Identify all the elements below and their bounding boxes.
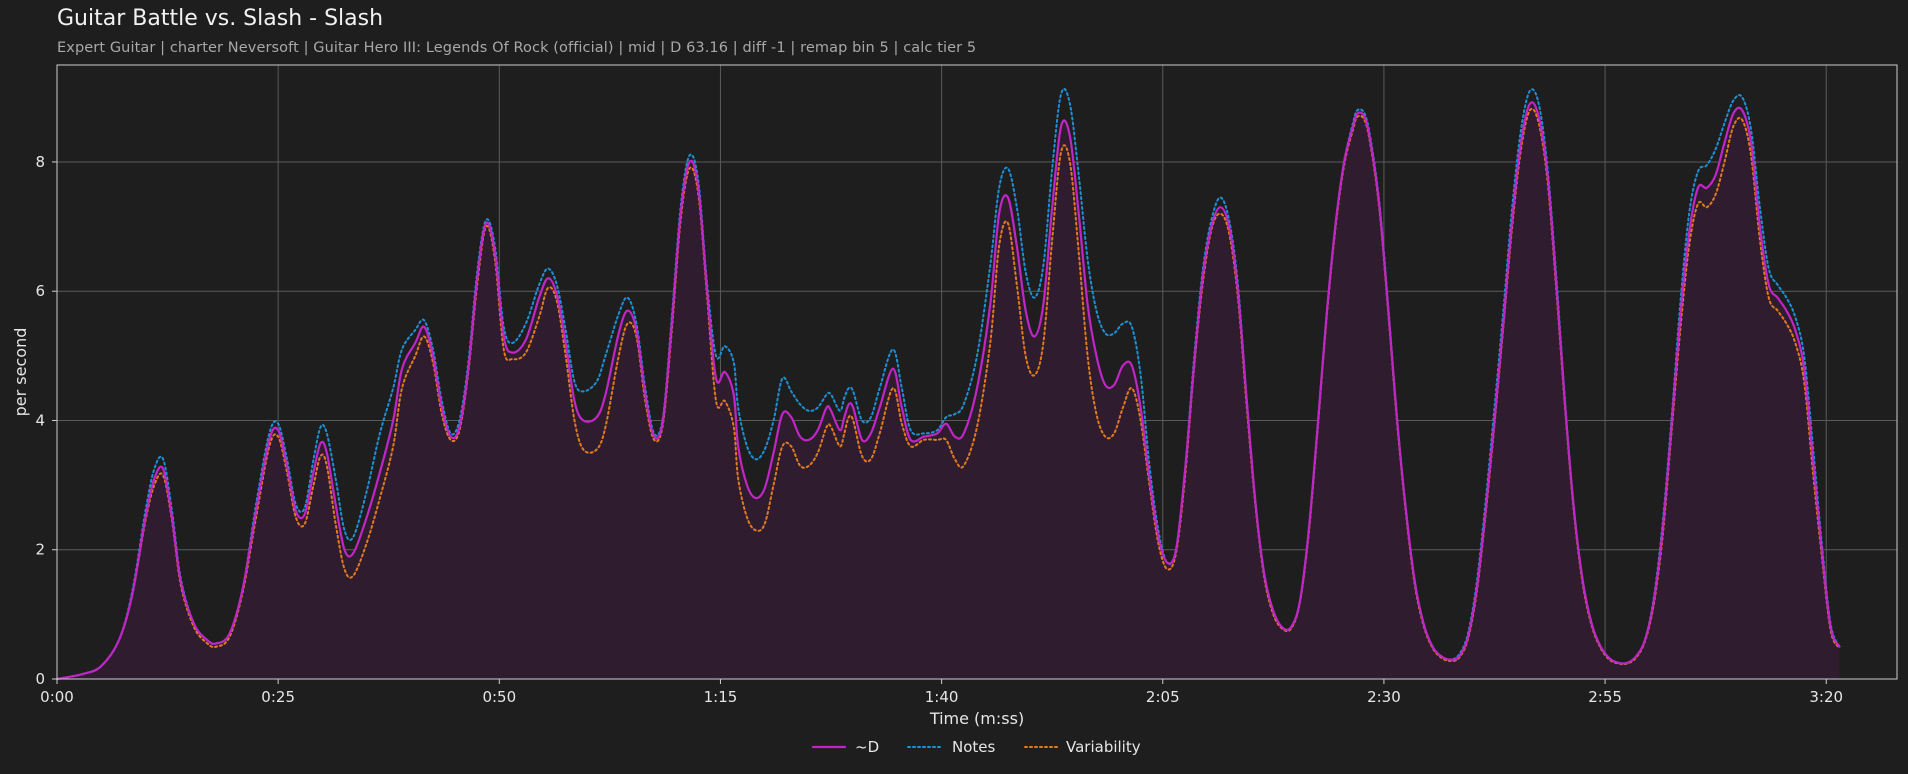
chart-title: Guitar Battle vs. Slash - Slash [57, 6, 384, 31]
x-tick-label: 0:00 [40, 688, 74, 706]
plot-series [55, 87, 1841, 681]
y-tick-label: 8 [35, 153, 45, 171]
x-tick-label: 2:05 [1146, 688, 1180, 706]
legend-label: ~D [855, 738, 879, 756]
legend: ~D Notes Variability [811, 738, 1141, 756]
plot-frame [56, 64, 1898, 680]
legend-label: Notes [952, 738, 996, 756]
legend-label: Variability [1066, 738, 1141, 756]
y-tick-label: 6 [35, 282, 45, 300]
y-tick-label: 4 [35, 411, 45, 429]
x-tick-label: 0:25 [261, 688, 295, 706]
axis-ticks: 0:00 0:25 0:50 1:15 1:40 2:05 2:30 2:55 3:20 0 2 4 6… [35, 153, 1843, 706]
d-area-fill [57, 102, 1840, 680]
x-tick-label: 2:30 [1367, 688, 1401, 706]
y-axis-label: per second [11, 328, 30, 417]
series-line-d [55, 101, 1841, 681]
x-tick-label: 0:50 [482, 688, 516, 706]
y-tick-label: 2 [35, 541, 45, 559]
chart-subtitle: Expert Guitar | charter Neversoft | Guit… [57, 40, 977, 56]
x-tick-label: 1:15 [704, 688, 738, 706]
y-tick-label: 0 [35, 670, 45, 688]
x-tick-label: 1:40 [925, 688, 959, 706]
x-tick-label: 3:20 [1809, 688, 1843, 706]
x-axis-label: Time (m:ss) [929, 709, 1024, 728]
x-tick-label: 2:55 [1588, 688, 1622, 706]
